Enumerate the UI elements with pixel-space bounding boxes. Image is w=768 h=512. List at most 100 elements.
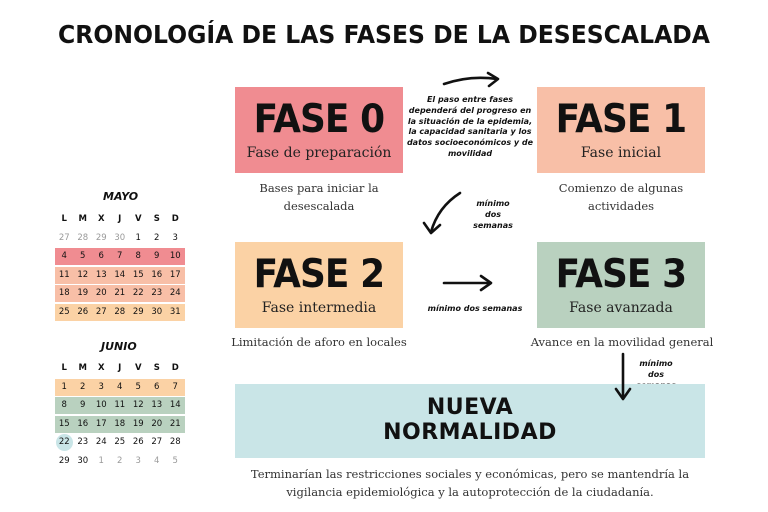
- fase-2-label: FASE 2: [253, 251, 385, 297]
- weekday-label: V: [134, 214, 142, 224]
- calendar-day: 7: [117, 251, 123, 261]
- calendar-day: 8: [61, 400, 67, 410]
- calendar-day: 1: [135, 232, 141, 243]
- calendar-day: 22: [55, 434, 73, 451]
- calendar-week-row: 1 2 3 4 5 6 7: [55, 378, 185, 396]
- calendar-day: 4: [117, 381, 123, 392]
- calendar-day: 29: [58, 455, 70, 466]
- calendar-day: 9: [154, 251, 160, 261]
- weekday-label: D: [171, 363, 179, 373]
- calendar-day: 15: [132, 269, 144, 280]
- calendar-day: 5: [80, 251, 86, 261]
- fase-2-box: FASE 2 Fase intermedia: [235, 242, 403, 328]
- weekday-label: J: [118, 363, 122, 373]
- calendar-day: 11: [114, 400, 126, 410]
- calendar-day: 9: [80, 400, 86, 410]
- calendar-day: 6: [98, 251, 104, 261]
- calendar-day: 2: [154, 232, 160, 243]
- calendar-week-row: 8 9 10 11 12 13 14: [55, 397, 185, 414]
- weekday-label: X: [97, 363, 105, 373]
- calendar-day: 27: [151, 437, 163, 447]
- calendar-day: 3: [98, 381, 104, 392]
- weekday-label: X: [97, 214, 105, 224]
- calendar-day: 27: [95, 306, 107, 317]
- calendar-day: 3: [172, 232, 178, 243]
- calendar-day: 20: [151, 418, 163, 429]
- calendar-day: 21: [169, 418, 181, 429]
- calendar-day: 13: [95, 269, 107, 280]
- calendar-day: 28: [114, 306, 126, 317]
- calendar-day: 20: [95, 288, 107, 298]
- nueva-normalidad-box: NUEVA NORMALIDAD: [235, 384, 705, 458]
- calendar-day: 11: [58, 269, 70, 280]
- fase-0-label: FASE 0: [253, 96, 385, 142]
- fase-2-description: Limitación de aforo en locales: [231, 335, 407, 349]
- calendar-day: 17: [169, 269, 181, 280]
- calendar-day: 23: [151, 288, 163, 298]
- weekday-label: M: [78, 214, 87, 224]
- calendar-june: L M X J V S D 1 2 3 4 5 6 7 8 9 10 11 12 13 14 15 16 17 18 19 20 21…: [55, 360, 185, 471]
- calendar-week-row: 4 5 6 7 8 9 10: [55, 248, 185, 265]
- fase-1-box: FASE 1 Fase inicial: [537, 87, 705, 173]
- weekday-label: L: [61, 214, 67, 224]
- fase-2-subtitle: Fase intermedia: [261, 299, 377, 316]
- fase-0-description: Bases para iniciar la desescalada: [259, 181, 379, 213]
- calendar-may-title: MAYO: [103, 190, 139, 203]
- calendar-day: 23: [77, 437, 89, 447]
- fase-3-description: Avance en la movilidad general: [530, 335, 714, 349]
- calendar-day: 3: [135, 455, 141, 466]
- calendar-week-row: 15 16 17 18 19 20 21: [55, 415, 185, 433]
- calendar-day: 7: [172, 381, 178, 392]
- weekday-label: L: [61, 363, 67, 373]
- arrow-fase0-to-fase1-head: [486, 71, 500, 88]
- min-two-weeks-note-1: mínimo dos semanas: [473, 199, 513, 230]
- calendar-day: 28: [77, 232, 89, 243]
- fase-1-label: FASE 1: [555, 96, 687, 142]
- calendar-day: 21: [114, 288, 126, 298]
- fase-3-box: FASE 3 Fase avanzada: [537, 242, 705, 328]
- arrow-fase3-to-nueva-head: [614, 387, 632, 401]
- calendar-day: 24: [95, 437, 107, 447]
- calendar-week-row: 18 19 20 21 22 23 24: [55, 285, 185, 302]
- calendar-day: 26: [77, 306, 89, 317]
- arrow-fase1-to-fase2-head: [422, 221, 442, 235]
- calendar-day: 6: [154, 381, 160, 392]
- calendar-day: 15: [58, 418, 70, 429]
- calendar-day: 25: [58, 306, 70, 317]
- calendar-day: 2: [80, 381, 86, 392]
- calendar-day: 19: [77, 288, 89, 298]
- calendar-day: 29: [95, 232, 107, 243]
- calendar-day: 8: [135, 251, 141, 261]
- weekday-label: V: [134, 363, 142, 373]
- calendar-week-row: 22 23 24 25 26 27 28: [55, 434, 185, 451]
- calendar-day: 30: [114, 232, 126, 243]
- arrow-fase0-to-fase1: [442, 76, 499, 86]
- calendar-day: 13: [151, 400, 163, 410]
- calendar-day: 1: [61, 381, 67, 392]
- calendar-day: 12: [132, 400, 144, 410]
- calendar-week-row: 27 28 29 30 1 2 3: [55, 230, 185, 247]
- calendar-day: 12: [77, 269, 89, 280]
- calendar-day: 4: [61, 251, 67, 261]
- fase-0-subtitle: Fase de preparación: [246, 144, 392, 161]
- calendar-day: 10: [95, 400, 107, 410]
- fase-3-subtitle: Fase avanzada: [569, 299, 673, 316]
- calendar-day: 19: [132, 418, 144, 429]
- fase-1-subtitle: Fase inicial: [580, 144, 662, 161]
- calendar-day: 16: [151, 269, 163, 280]
- calendar-day: 27: [58, 232, 70, 243]
- fase-0-box: FASE 0 Fase de preparación: [235, 87, 403, 173]
- calendar-may: L M X J V S D 27 28 29 30 1 2 3 4 5 6 7 8 9 10 11 12 13 14 15 16 17…: [55, 211, 185, 322]
- transition-note: El paso entre fases dependerá del progre…: [406, 95, 534, 158]
- calendar-day: 25: [114, 437, 126, 447]
- calendar-day: 29: [132, 306, 144, 317]
- calendar-day: 2: [117, 455, 123, 466]
- calendar-day: 30: [77, 455, 89, 466]
- weekday-label: D: [171, 214, 179, 224]
- calendar-day: 17: [95, 418, 107, 429]
- weekday-label: S: [153, 363, 160, 373]
- calendar-week-row: 25 26 27 28 29 30 31: [55, 303, 185, 321]
